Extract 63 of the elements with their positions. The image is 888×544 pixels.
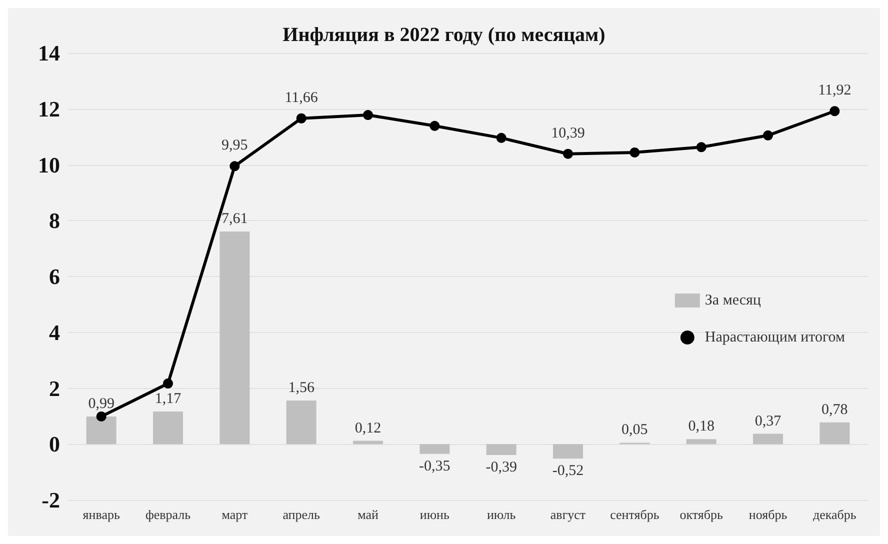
data-label: 1,17 [154,390,182,407]
x-tick-label: май [358,507,378,522]
x-tick-label: март [222,507,248,522]
point [763,130,773,140]
point [496,132,506,143]
bar [353,440,383,444]
bar [820,422,850,444]
x-tick-label: октябрь [680,507,723,522]
data-label: 11,66 [284,90,318,106]
bar [86,416,116,444]
point [230,161,240,172]
x-tick-label: сентябрь [610,507,660,522]
y-tick-label: 2 [49,376,60,401]
y-tick-label: 12 [38,96,60,122]
point [430,120,440,131]
x-tick-label: апрель [282,507,320,522]
data-label: 9,95 [222,138,248,154]
bar [753,434,783,444]
y-tick-label: 14 [38,40,60,66]
data-label: -0,39 [486,460,517,476]
x-tick-label: июль [486,507,516,522]
legend-label: За месяц [704,292,761,308]
point [830,106,840,116]
y-tick-label: 4 [49,320,60,345]
point [696,142,706,152]
point [163,378,173,388]
x-tick-label: ноябрь [748,507,788,522]
data-label: -0,35 [419,458,450,474]
data-label: 0,12 [354,420,382,436]
data-label: -0,52 [552,463,584,480]
bar [286,400,316,444]
bar [553,444,583,459]
x-tick-label: февраль [145,507,191,522]
point [296,113,306,124]
x-tick-label: август [550,507,586,522]
point [363,110,373,120]
bar [686,439,716,444]
data-label: 0,37 [754,413,782,430]
bar [486,444,516,456]
bar [420,444,450,454]
point [630,147,640,158]
data-label: 0,78 [822,402,848,418]
data-label: 10,39 [551,125,585,142]
point [96,411,106,422]
data-label: 0,18 [688,418,714,435]
y-tick-label: 10 [38,152,60,178]
chart-title: Инфляция в 2022 году (по месяцам) [282,24,606,46]
y-tick-label: 0 [49,432,60,457]
data-label: 1,56 [288,380,315,396]
legend-label: Нарастающим итогом [704,330,846,346]
x-tick-label: январь [82,507,120,522]
data-label: 11,92 [818,82,852,99]
bar [220,232,250,444]
x-tick-label: декабрь [813,507,856,522]
y-tick-label: -2 [42,488,60,512]
y-tick-label: 6 [49,264,60,289]
bar [153,411,183,444]
point [563,148,573,159]
y-tick-label: 8 [49,208,60,234]
x-tick-label: июнь [420,507,450,522]
data-label: 0,05 [622,422,648,438]
data-label: 0,99 [88,396,114,412]
data-label: 7,61 [222,211,248,228]
